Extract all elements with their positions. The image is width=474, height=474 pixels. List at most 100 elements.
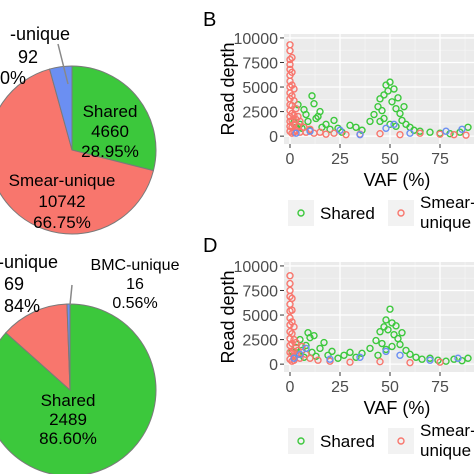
scatter-b-legend-key-marker (297, 209, 305, 217)
scatter-d-point-smear-unique (306, 354, 314, 362)
scatter-b-point-bmc-unique (356, 130, 364, 139)
scatter-b-legend-key-bg (288, 200, 314, 226)
scatter-b-ytick-label: 7500 (242, 55, 278, 72)
scatter-d-point-shared (464, 354, 472, 362)
scatter-b-legend-label: Smear- (420, 193, 474, 212)
scatter-d-point-bmc-unique (302, 344, 310, 353)
scatter-d-point-shared (358, 349, 366, 358)
scatter-b-point-smear-unique (322, 130, 330, 138)
pie-bottom-label-shared-line2: 2489 (49, 410, 87, 429)
scatter-b-point-shared (308, 92, 316, 100)
scatter-d-point-shared (402, 346, 410, 355)
scatter-d-point-shared (298, 346, 306, 355)
scatter-b-point-shared (326, 125, 334, 133)
scatter-b-point-shared (334, 124, 342, 132)
pie-top-label-bmc-line3: 0% (0, 68, 26, 88)
scatter-d-point-shared (382, 316, 390, 324)
pie-bottom-leader-line (69, 284, 73, 306)
pie-top-leader-line (57, 43, 69, 85)
scatter-d-ytick-label: 5000 (242, 308, 278, 325)
scatter-b-points (286, 41, 472, 139)
scatter-d-point-shared (390, 330, 398, 339)
scatter-d-point-shared (340, 351, 348, 360)
scatter-b-point-smear-unique (450, 130, 458, 139)
scatter-d-xlabel: VAF (%) (364, 398, 431, 418)
scatter-d-point-smear-unique (286, 279, 294, 288)
scatter-b-ylabel: Read depth (218, 42, 238, 135)
scatter-d-point-smear-unique (376, 357, 384, 366)
scatter-d-point-shared (386, 305, 394, 313)
pie-top-label-smear-line2: 10742 (38, 192, 85, 211)
scatter-b-point-smear-unique (286, 46, 294, 55)
scatter-b-legend-label-line2: unique (420, 213, 471, 232)
pie-top-slice-bmc-unique (48, 65, 73, 151)
scatter-d-point-smear-unique (298, 342, 306, 351)
scatter-d-point-shared (376, 328, 384, 336)
scatter-d-point-bmc-unique (382, 347, 390, 356)
scatter-b-legend-label: Shared (320, 204, 375, 223)
scatter-b-point-bmc-unique (406, 129, 414, 137)
scatter-b-point-shared (330, 116, 338, 125)
scatter-d-point-bmc-unique (396, 351, 404, 360)
scatter-b-point-bmc-unique (442, 127, 450, 135)
scatter-b-point-shared (322, 120, 330, 129)
scatter-b-point-smear-unique (462, 131, 470, 139)
scatter-d-point-shared (334, 354, 342, 362)
scatter-b-point-smear-unique (330, 129, 338, 137)
scatter-d-point-shared (434, 356, 442, 364)
scatter-d-legend-key-bg (388, 428, 414, 454)
scatter-b-point-smear-unique (436, 130, 444, 138)
scatter-d-legend-label: Shared (320, 432, 375, 451)
scatter-d-point-shared (328, 347, 336, 356)
scatter-b-point-smear-unique (290, 85, 298, 93)
scatter-d-xtick-label: 25 (331, 379, 349, 396)
scatter-b-point-shared (396, 109, 404, 118)
scatter-b-point-smear-unique (396, 130, 404, 139)
scatter-b-point-smear-unique (288, 68, 296, 77)
pie-bottom-label-bmc-line1: BMC-unique (91, 257, 180, 274)
pie-bottom-label-smear-line3: 84% (4, 296, 40, 316)
scatter-d-point-shared (372, 336, 380, 345)
scatter-d-point-shared (384, 326, 392, 334)
scatter-b-point-smear-unique (342, 130, 350, 139)
panel-label-d: D (203, 235, 217, 257)
scatter-d-point-smear-unique (286, 328, 294, 336)
scatter-b-point-shared (312, 114, 320, 123)
scatter-b-point-smear-unique (286, 55, 294, 64)
pie-chart-top (0, 65, 157, 235)
scatter-d-ytick-label: 2500 (242, 333, 278, 350)
scatter-d-ytick-label: 10000 (234, 259, 279, 276)
scatter-b-point-shared (390, 85, 398, 93)
scatter-b-point-shared (376, 95, 384, 103)
scatter-d-point-smear-unique (346, 358, 354, 366)
scatter-b-point-shared (392, 104, 400, 113)
pie-chart-bottom (0, 303, 157, 474)
scatter-b-point-smear-unique (416, 129, 424, 137)
scatter-b-ytick-label: 5000 (242, 80, 278, 97)
pie-bottom-slice-smear-unique (5, 303, 71, 392)
scatter-d-legend-label: Smear- (420, 421, 474, 440)
scatter-b-point-shared (366, 117, 374, 126)
scatter-d-point-bmc-unique (426, 356, 434, 364)
scatter-b-point-smear-unique (288, 109, 296, 118)
pie-top-slice-shared (71, 65, 157, 172)
scatter-b-point-smear-unique (292, 126, 300, 134)
pie-top-label-shared-line3: 28.95% (81, 142, 139, 161)
scatter-d-point-shared (374, 351, 382, 360)
pie-bottom-label-bmc-line2: 16 (126, 276, 144, 293)
scatter-b-xtick-label: 25 (331, 151, 349, 168)
scatter-d-point-smear-unique (294, 346, 302, 355)
pie-top-label-bmc-line2: 92 (18, 47, 38, 67)
pie-top-label-shared-line1: Shared (83, 102, 138, 121)
scatter-b-point-shared (400, 102, 408, 111)
scatter-d-point-bmc-unique (454, 354, 462, 362)
pie-top-slice-smear-unique (0, 68, 155, 235)
scatter-b-point-bmc-unique (382, 124, 390, 132)
scatter-d-legend-label-line2: unique (420, 441, 471, 460)
scatter-b-point-smear-unique (296, 117, 304, 126)
pie-top-label-shared-line2: 4660 (91, 122, 129, 141)
scatter-d-point-smear-unique (286, 272, 294, 280)
scatter-b-ytick-label: 0 (269, 129, 278, 146)
scatter-d-point-shared (310, 331, 318, 340)
scatter-b-point-shared (386, 78, 394, 86)
